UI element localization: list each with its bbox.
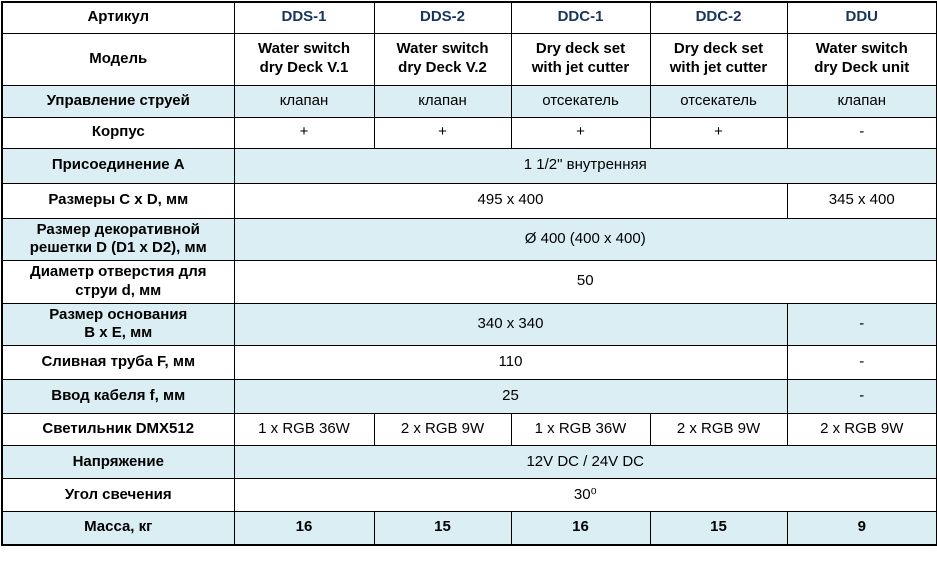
cell-value: клапан <box>786 84 937 118</box>
table-row-connection: Присоединение А 1 1/2" внутренняя <box>1 147 937 184</box>
table-row-dimensions-cd: Размеры C x D, мм 495 x 400 345 x 400 <box>1 182 937 219</box>
table-row-grille-size: Размер декоративной решетки D (D1 x D2),… <box>1 217 937 261</box>
cell-value: + <box>649 116 788 149</box>
cell-value: Dry deck set with jet cutter <box>649 32 788 86</box>
cell-value: 2 x RGB 9W <box>786 413 937 446</box>
cell-value: Dry deck set with jet cutter <box>510 32 651 86</box>
row-label: Размеры C x D, мм <box>1 182 235 219</box>
cell-value-merged: 12V DC / 24V DC <box>233 445 937 479</box>
cell-value: 9 <box>786 511 937 545</box>
cell-value: клапан <box>373 84 512 118</box>
table-row-cable-entry: Ввод кабеля f, мм 25 - <box>1 379 937 414</box>
table-row-article: Артикул DDS-1 DDS-2 DDC-1 DDC-2 DDU <box>1 1 937 34</box>
column-header-ddc2: DDC-2 <box>649 1 788 34</box>
column-header-ddu: DDU <box>786 1 937 34</box>
column-header-ddc1: DDC-1 <box>510 1 651 34</box>
cell-value: отсекатель <box>649 84 788 118</box>
table-row-mass: Масса, кг 16 15 16 15 9 <box>1 511 937 545</box>
cell-value: 1 x RGB 36W <box>510 413 651 446</box>
cell-value-merged: 30⁰ <box>233 478 937 512</box>
table-row-drain-pipe: Сливная труба F, мм 110 - <box>1 345 937 380</box>
row-label: Ввод кабеля f, мм <box>1 379 235 414</box>
row-label: Размер декоративной решетки D (D1 x D2),… <box>1 217 235 261</box>
cell-value: 16 <box>510 511 651 545</box>
table-row-base-size: Размер основания B x E, мм 340 x 340 - <box>1 302 937 346</box>
row-label: Сливная труба F, мм <box>1 345 235 380</box>
cell-value: отсекатель <box>510 84 651 118</box>
cell-value: 2 x RGB 9W <box>373 413 512 446</box>
row-label: Угол свечения <box>1 478 235 512</box>
cell-value-merged: 25 <box>233 379 788 414</box>
row-label: Напряжение <box>1 445 235 479</box>
row-label: Размер основания B x E, мм <box>1 302 235 346</box>
table-row-voltage: Напряжение 12V DC / 24V DC <box>1 445 937 479</box>
spec-table: Артикул DDS-1 DDS-2 DDC-1 DDC-2 DDU Моде… <box>1 1 937 546</box>
cell-value: - <box>786 116 937 149</box>
table-row-beam-angle: Угол свечения 30⁰ <box>1 478 937 512</box>
row-label: Модель <box>1 32 235 86</box>
table-row-housing: Корпус + + + + - <box>1 116 937 149</box>
cell-value: - <box>786 379 937 414</box>
cell-value: Water switch dry Deck V.2 <box>373 32 512 86</box>
table-row-light-dmx512: Светильник DMX512 1 x RGB 36W 2 x RGB 9W… <box>1 413 937 446</box>
cell-value: + <box>373 116 512 149</box>
row-label-article: Артикул <box>1 1 235 34</box>
cell-value-merged: 1 1/2" внутренняя <box>233 147 937 184</box>
table-row-jet-hole-diameter: Диаметр отверстия для струи d, мм 50 <box>1 260 937 304</box>
cell-value: - <box>786 345 937 380</box>
cell-value-merged: 110 <box>233 345 788 380</box>
cell-value: + <box>233 116 375 149</box>
table-row-model: Модель Water switch dry Deck V.1 Water s… <box>1 32 937 86</box>
row-label: Корпус <box>1 116 235 149</box>
column-header-dds2: DDS-2 <box>373 1 512 34</box>
cell-value: + <box>510 116 651 149</box>
row-label: Присоединение А <box>1 147 235 184</box>
cell-value: 2 x RGB 9W <box>649 413 788 446</box>
cell-value: - <box>786 302 937 346</box>
row-label: Масса, кг <box>1 511 235 545</box>
cell-value: клапан <box>233 84 375 118</box>
cell-value: 15 <box>649 511 788 545</box>
cell-value: Water switch dry Deck unit <box>786 32 937 86</box>
cell-value: 1 x RGB 36W <box>233 413 375 446</box>
cell-value: 16 <box>233 511 375 545</box>
cell-value-merged: 495 x 400 <box>233 182 788 219</box>
cell-value: 15 <box>373 511 512 545</box>
cell-value-merged: Ø 400 (400 x 400) <box>233 217 937 261</box>
cell-value-merged: 340 x 340 <box>233 302 788 346</box>
column-header-dds1: DDS-1 <box>233 1 375 34</box>
cell-value: 345 x 400 <box>786 182 937 219</box>
row-label: Светильник DMX512 <box>1 413 235 446</box>
cell-value: Water switch dry Deck V.1 <box>233 32 375 86</box>
table-row-jet-control: Управление струей клапан клапан отсекате… <box>1 84 937 118</box>
row-label: Диаметр отверстия для струи d, мм <box>1 260 235 304</box>
row-label: Управление струей <box>1 84 235 118</box>
cell-value-merged: 50 <box>233 260 937 304</box>
